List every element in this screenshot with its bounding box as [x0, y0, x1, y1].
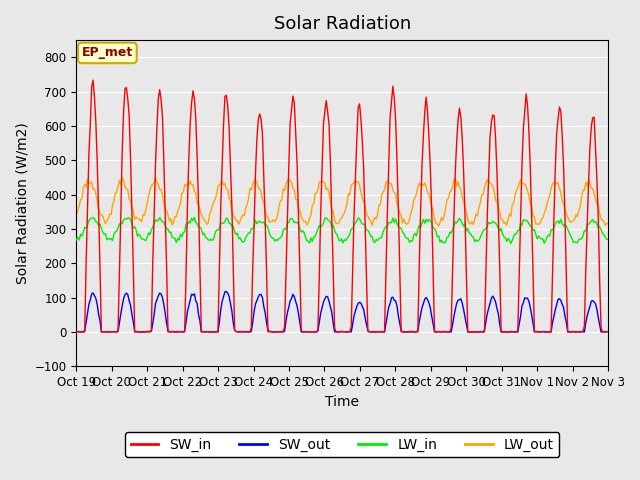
Title: Solar Radiation: Solar Radiation — [273, 15, 411, 33]
Legend: SW_in, SW_out, LW_in, LW_out: SW_in, SW_out, LW_in, LW_out — [125, 432, 559, 457]
X-axis label: Time: Time — [325, 395, 359, 408]
Text: EP_met: EP_met — [82, 47, 133, 60]
Y-axis label: Solar Radiation (W/m2): Solar Radiation (W/m2) — [15, 122, 29, 284]
